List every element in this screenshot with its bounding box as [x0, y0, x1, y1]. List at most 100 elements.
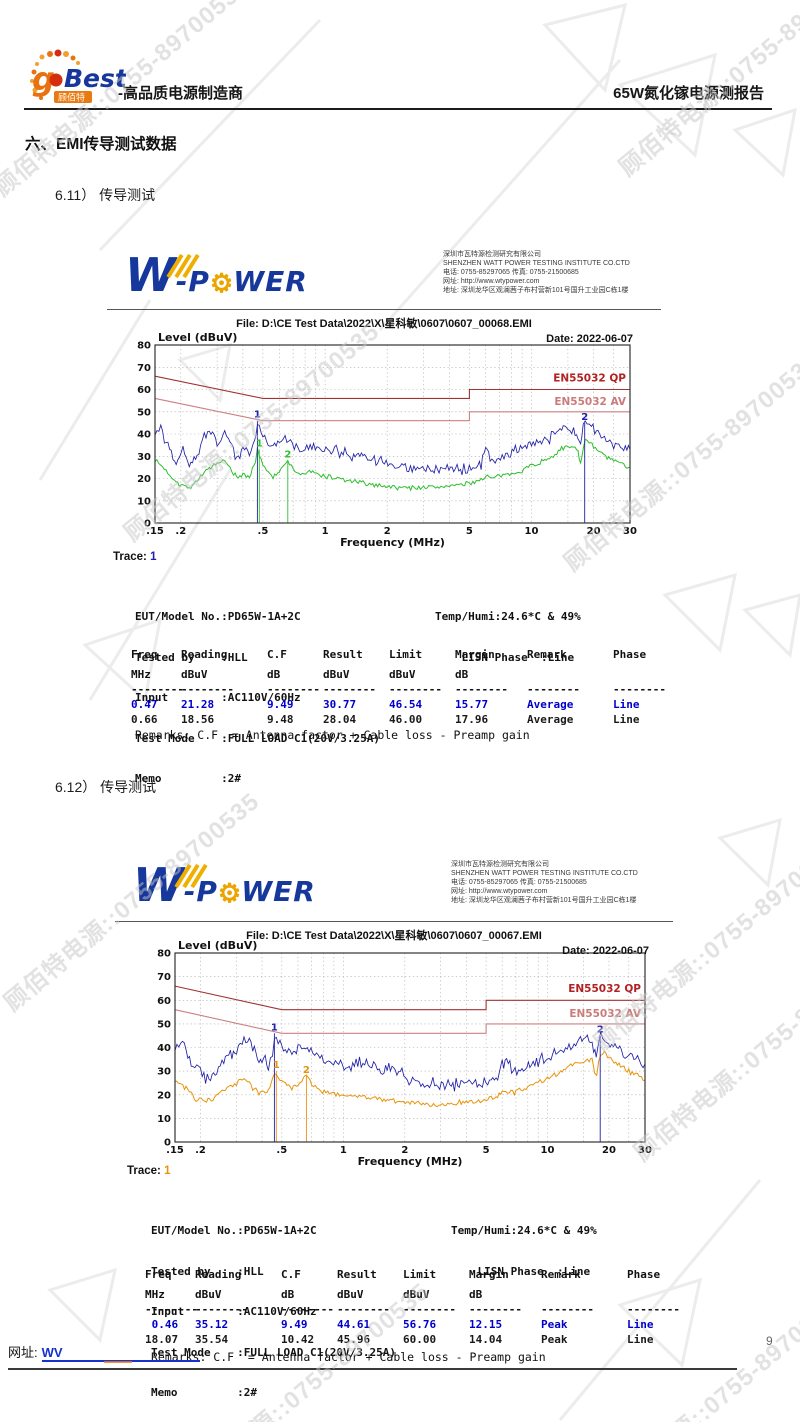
svg-text:60: 60 [157, 996, 171, 1007]
trace-number: 1 [164, 1165, 171, 1177]
wpower-wer: WER [241, 875, 316, 908]
footer-website: 网址: WV [8, 1342, 200, 1363]
svg-text:40: 40 [157, 1043, 171, 1054]
link-underline-mark [104, 1361, 132, 1363]
svg-text:1: 1 [254, 410, 261, 421]
svg-text:EN55032 AV: EN55032 AV [569, 1008, 642, 1020]
trace-label: Trace: 1 [127, 1165, 171, 1177]
section-title: 六、EMI传导测试数据 [25, 136, 177, 153]
svg-text:2: 2 [284, 450, 291, 461]
svg-text:2: 2 [303, 1065, 310, 1076]
svg-text:.2: .2 [195, 1145, 206, 1156]
report-divider [115, 921, 673, 922]
lab-name-en: SHENZHEN WATT POWER TESTING INSTITUTE CO… [451, 870, 638, 877]
subsection-6-12: 6.12） 传导测试 [55, 779, 157, 795]
lab-phone: 电话: 0755-85297065 传真: 0755-21500685 [451, 879, 587, 886]
lab-info: 深圳市瓦特源检测研究有限公司 SHENZHEN WATT POWER TESTI… [443, 250, 663, 295]
svg-text:0: 0 [164, 1138, 171, 1149]
svg-text:10: 10 [157, 1114, 171, 1125]
svg-text:1: 1 [273, 1060, 280, 1071]
lab-address: 地址: 深圳龙华区观澜茜子布村营新101号国升工业园C栋1楼 [451, 897, 637, 904]
svg-text:.2: .2 [175, 526, 186, 537]
svg-text:50: 50 [137, 407, 151, 418]
svg-text:5: 5 [466, 526, 473, 537]
svg-text:10: 10 [137, 496, 151, 507]
svg-text:Frequency (MHz): Frequency (MHz) [340, 536, 445, 549]
lab-address: 地址: 深圳龙华区观澜茜子布村营新101号国升工业园C栋1楼 [443, 287, 629, 294]
gobest-logo: g Best 顾佰特 [30, 49, 126, 104]
company-tagline: -高品质电源制造商 [118, 85, 243, 102]
logo-dot-o [49, 73, 63, 87]
svg-text:.5: .5 [276, 1145, 287, 1156]
measurement-table: Freq Reading C.F Result Limit Margin Remark Pha… [131, 648, 666, 726]
wpower-wer: WER [233, 265, 308, 298]
logo-best: Best [64, 64, 126, 93]
svg-text:EN55032 AV: EN55032 AV [554, 396, 627, 408]
website-label: 网址: [8, 1345, 38, 1360]
svg-text:60: 60 [137, 385, 151, 396]
lab-name-cn: 深圳市瓦特源检测研究有限公司 [451, 861, 549, 868]
svg-text:.15: .15 [146, 526, 164, 537]
svg-text:1: 1 [256, 439, 263, 450]
test-date: Date: 2022-06-07 [546, 333, 633, 345]
svg-text:Level (dBuV): Level (dBuV) [158, 331, 237, 344]
header-divider [24, 108, 772, 110]
svg-text:30: 30 [638, 1145, 652, 1156]
website-link[interactable]: WV [41, 1345, 200, 1362]
svg-text:.5: .5 [258, 526, 269, 537]
svg-text:40: 40 [137, 430, 151, 441]
remarks: Remarks: C.F = Antenna factor + Cable lo… [151, 1350, 546, 1364]
svg-text:2: 2 [581, 412, 588, 423]
logo-dots [30, 49, 80, 100]
gear-icon: ⚙ [217, 878, 242, 908]
svg-text:1: 1 [271, 1022, 278, 1033]
svg-text:1: 1 [340, 1145, 347, 1156]
trace-text: Trace: [127, 1165, 161, 1177]
svg-text:2: 2 [401, 1145, 408, 1156]
lab-name-en: SHENZHEN WATT POWER TESTING INSTITUTE CO… [443, 260, 630, 267]
svg-text:20: 20 [157, 1090, 171, 1101]
svg-text:2: 2 [384, 526, 391, 537]
svg-text:20: 20 [587, 526, 601, 537]
report-title: 65W氮化镓电源测报告 [613, 85, 764, 102]
file-path: File: D:\CE Test Data\2022\X\星科敏\0607\06… [246, 930, 542, 942]
wpower-logo: W -P ⚙ WER [125, 252, 308, 298]
env-info: Temp/Humi:24.6*C & 49% LISN Phase :Line [435, 610, 581, 664]
trace-text: Trace: [113, 551, 147, 563]
svg-text:10: 10 [541, 1145, 555, 1156]
page-number: 9 [766, 1334, 773, 1348]
svg-text:20: 20 [137, 474, 151, 485]
lab-info: 深圳市瓦特源检测研究有限公司 SHENZHEN WATT POWER TESTI… [451, 860, 671, 905]
test-date: Date: 2022-06-07 [562, 945, 649, 957]
logo-subtext: 顾佰特 [58, 92, 85, 104]
svg-text:30: 30 [137, 452, 151, 463]
file-path: File: D:\CE Test Data\2022\X\星科敏\0607\06… [236, 318, 532, 330]
test-report-2: W -P ⚙ WER 深圳市瓦特源检测研究有限公司 SHENZHEN WATT … [113, 855, 680, 1399]
measurement-table: Freq Reading C.F Result Limit Margin Remark Pha… [145, 1268, 680, 1346]
svg-text:.15: .15 [166, 1145, 184, 1156]
svg-text:30: 30 [157, 1067, 171, 1078]
lab-name-cn: 深圳市瓦特源检测研究有限公司 [443, 251, 541, 258]
svg-text:70: 70 [137, 363, 151, 374]
svg-text:1: 1 [322, 526, 329, 537]
svg-text:Frequency (MHz): Frequency (MHz) [358, 1155, 463, 1168]
lab-phone: 电话: 0755-85297065 传真: 0755-21500685 [443, 269, 579, 276]
svg-text:EN55032 QP: EN55032 QP [568, 983, 641, 995]
svg-text:80: 80 [157, 949, 171, 960]
svg-text:5: 5 [483, 1145, 490, 1156]
trace-label: Trace: 1 [113, 551, 157, 563]
svg-text:20: 20 [602, 1145, 616, 1156]
svg-text:30: 30 [623, 526, 637, 537]
eut-info: EUT/Model No.:PD65W-1A+2C Tested by :HLL… [151, 1224, 397, 1399]
svg-text:70: 70 [157, 972, 171, 983]
remarks: Remarks: C.F = Antenna factor + Cable lo… [135, 728, 530, 742]
lab-website: 网址: http://www.wtypower.com [451, 888, 548, 895]
emi-chart-1: EN55032 QP EN55032 AV 1 2 1 20 10 20 30 40 50 60 70 8… [137, 331, 637, 549]
footer-divider [8, 1368, 737, 1370]
logo-g: g [32, 60, 55, 98]
trace-number: 1 [150, 551, 157, 563]
svg-text:EN55032 QP: EN55032 QP [553, 373, 626, 385]
svg-text:80: 80 [137, 341, 151, 352]
